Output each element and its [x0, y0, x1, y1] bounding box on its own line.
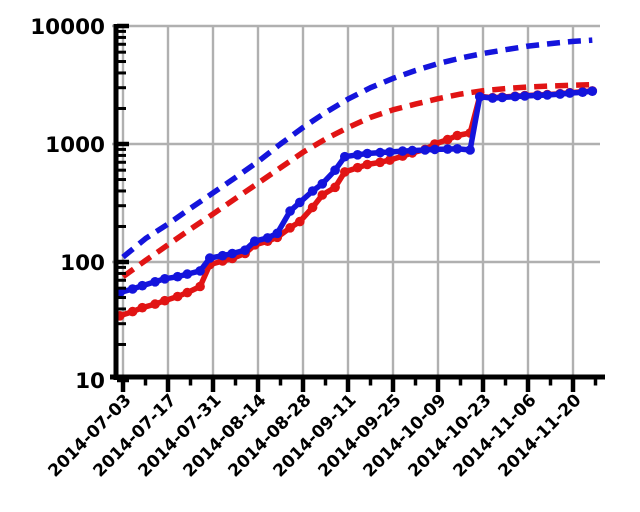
marker-blue-solid-observed: [475, 92, 485, 102]
marker-blue-solid-observed: [542, 90, 553, 100]
marker-red-solid-observed: [340, 167, 350, 177]
marker-blue-solid-observed: [182, 269, 193, 279]
marker-blue-solid-observed: [565, 88, 575, 98]
marker-blue-solid-observed: [340, 151, 350, 162]
marker-blue-solid-observed: [510, 91, 520, 102]
marker-blue-solid-observed: [465, 145, 475, 155]
marker-red-solid-observed: [285, 223, 295, 233]
marker-blue-solid-observed: [295, 197, 305, 208]
y-tick-label: 10000: [30, 15, 105, 40]
y-tick-label: 1000: [45, 133, 105, 158]
marker-red-solid-observed: [137, 302, 148, 313]
marker-blue-solid-observed: [452, 144, 463, 154]
marker-blue-solid-observed: [520, 91, 530, 101]
marker-red-solid-observed: [307, 202, 318, 213]
marker-blue-solid-observed: [285, 206, 295, 216]
marker-blue-solid-observed: [497, 92, 508, 103]
series-red-dashed-projection: [121, 81, 593, 279]
marker-blue-solid-observed: [407, 145, 418, 156]
marker-blue-solid-observed: [317, 179, 328, 189]
marker-blue-solid-observed: [137, 280, 148, 291]
x-axis-spine: [110, 374, 605, 380]
marker-red-solid-observed: [150, 299, 160, 309]
marker-red-solid-observed: [385, 155, 395, 165]
marker-red-solid-observed: [330, 182, 340, 193]
marker-blue-solid-observed: [150, 277, 160, 287]
marker-red-solid-observed: [362, 159, 373, 170]
marker-blue-solid-observed: [205, 253, 215, 263]
marker-red-solid-observed: [172, 291, 183, 302]
marker-red-solid-observed: [195, 281, 205, 292]
marker-blue-solid-observed: [442, 144, 453, 154]
marker-red-solid-observed: [352, 162, 363, 173]
marker-blue-solid-observed: [430, 144, 440, 155]
marker-blue-solid-observed: [577, 87, 588, 97]
y-tick-label: 100: [60, 251, 105, 276]
y-axis-spine: [113, 24, 119, 380]
marker-blue-solid-observed: [420, 145, 430, 155]
marker-blue-solid-observed: [362, 148, 373, 159]
marker-blue-solid-observed: [397, 146, 408, 156]
marker-red-solid-observed: [317, 190, 328, 200]
marker-blue-solid-observed: [240, 245, 250, 255]
marker-blue-solid-observed: [330, 165, 340, 175]
marker-blue-solid-observed: [307, 186, 318, 196]
marker-blue-solid-observed: [227, 248, 238, 259]
marker-blue-solid-observed: [352, 150, 363, 160]
marker-blue-solid-observed: [555, 89, 565, 99]
marker-red-solid-observed: [182, 287, 193, 298]
marker-blue-solid-observed: [385, 147, 395, 157]
series-blue-dashed-projection: [121, 37, 593, 260]
marker-red-solid-observed: [127, 306, 138, 317]
marker-blue-solid-observed: [487, 93, 498, 103]
marker-red-solid-observed: [452, 130, 463, 141]
y-tick-label: 10: [75, 369, 105, 394]
marker-blue-solid-observed: [160, 274, 170, 284]
marker-red-solid-observed: [160, 295, 170, 306]
marker-blue-solid-observed: [195, 266, 205, 276]
marker-blue-solid-observed: [217, 250, 228, 261]
marker-red-solid-observed: [442, 134, 453, 145]
marker-red-solid-observed: [295, 216, 305, 227]
marker-blue-solid-observed: [172, 271, 183, 282]
marker-blue-solid-observed: [250, 236, 260, 246]
marker-blue-solid-observed: [587, 86, 598, 96]
marker-blue-solid-observed: [262, 233, 273, 243]
marker-red-solid-observed: [375, 157, 385, 168]
marker-blue-solid-observed: [532, 90, 543, 101]
marker-blue-solid-observed: [375, 147, 385, 158]
marker-blue-solid-observed: [127, 284, 138, 294]
marker-blue-solid-observed: [272, 228, 283, 239]
